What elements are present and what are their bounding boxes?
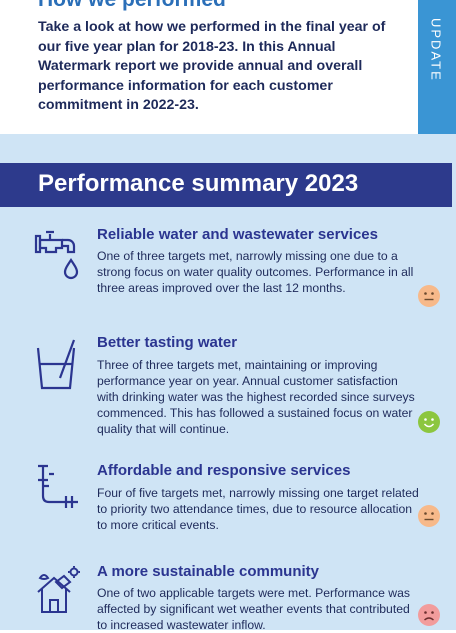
pipe-icon: [34, 462, 80, 508]
item-text-sustainable: One of two applicable targets were met. …: [97, 586, 410, 632]
sustainable-home-icon: [34, 566, 80, 613]
update-tab-label: UPDATE: [428, 18, 444, 82]
update-tab[interactable]: [418, 0, 456, 134]
item-text-affordable: Four of five targets met, narrowly missi…: [97, 486, 419, 532]
intro-text: Take a look at how we performed in the f…: [38, 19, 386, 113]
item-title-reliable: Reliable water and wastewater services: [97, 226, 378, 243]
item-title-tasting: Better tasting water: [97, 334, 238, 351]
happy-face-icon: [418, 411, 440, 433]
intro-title: How we performed: [38, 0, 226, 12]
neutral-face-icon: [418, 285, 440, 307]
intro-section: How we performed Take a look at how we p…: [0, 0, 418, 132]
item-title-affordable: Affordable and responsive services: [97, 462, 351, 479]
summary-banner: [0, 163, 452, 207]
neutral-face-icon: [418, 505, 440, 527]
item-text-reliable: One of three targets met, narrowly missi…: [97, 249, 414, 295]
performance-panel: [0, 134, 456, 630]
summary-title: Performance summary 2023: [38, 170, 359, 197]
item-text-tasting: Three of three targets met, maintaining …: [97, 358, 415, 436]
water-glass-icon: [34, 338, 80, 390]
tap-icon: [34, 226, 80, 280]
sad-face-icon: [418, 604, 440, 626]
item-title-sustainable: A more sustainable community: [97, 563, 319, 580]
